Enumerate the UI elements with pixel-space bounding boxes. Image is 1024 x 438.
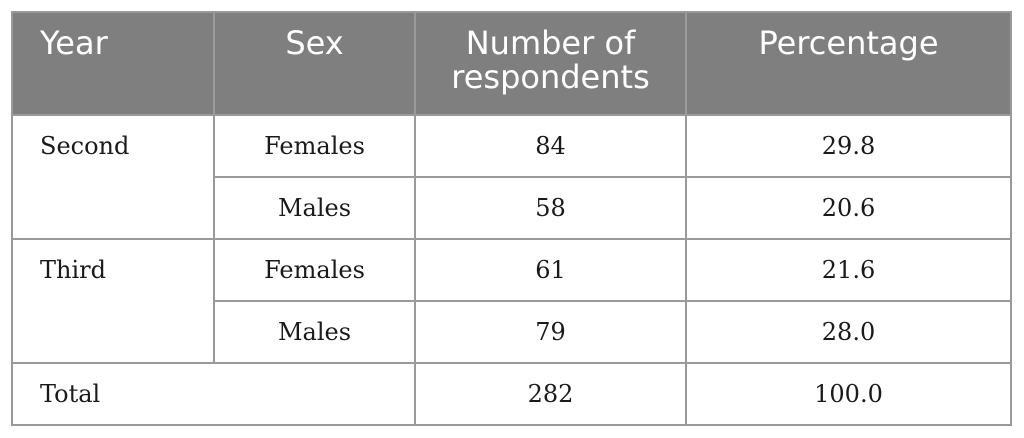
percentage-cell: 21.6: [685, 238, 1012, 302]
table-row: Second Females 84 29.8: [11, 114, 1012, 240]
sex-cell: Females: [213, 238, 416, 302]
number-cell: 61: [414, 238, 687, 302]
year-cell: Second: [11, 114, 215, 240]
number-cell: 84: [414, 114, 687, 178]
table-row: Males 58 20.6: [12, 176, 1012, 240]
header-sex: Sex: [213, 11, 416, 116]
sex-cell: Males: [213, 300, 416, 364]
respondents-table: Year Sex Number of respondents Percentag…: [11, 11, 1012, 426]
percentage-cell: 28.0: [685, 300, 1012, 364]
number-cell: 58: [414, 176, 687, 240]
percentage-cell: 29.8: [685, 114, 1012, 178]
number-cell: 79: [414, 300, 687, 364]
year-cell: Third: [11, 238, 215, 364]
total-number: 282: [414, 362, 687, 426]
total-row: Total 282 100.0: [11, 362, 1012, 426]
header-percentage: Percentage: [685, 11, 1012, 116]
total-percentage: 100.0: [685, 362, 1012, 426]
table-row: Third Females 61 21.6: [11, 238, 1012, 364]
total-label: Total: [11, 362, 416, 426]
header-year: Year: [11, 11, 215, 116]
table-row: Males 79 28.0: [12, 300, 1012, 364]
percentage-cell: 20.6: [685, 176, 1012, 240]
header-number: Number of respondents: [414, 11, 687, 116]
sex-cell: Females: [213, 114, 416, 178]
header-row: Year Sex Number of respondents Percentag…: [11, 11, 1012, 116]
sex-cell: Males: [213, 176, 416, 240]
